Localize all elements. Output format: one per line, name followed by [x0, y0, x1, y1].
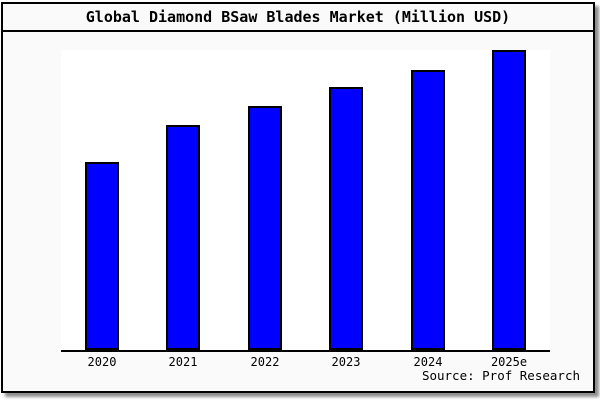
- bar-2022: [248, 106, 282, 350]
- bar-2020: [85, 162, 119, 350]
- x-tick-label-2020: 2020: [87, 355, 117, 369]
- plot-area: [61, 50, 550, 352]
- chart-window: Global Diamond BSaw Blades Market (Milli…: [1, 2, 595, 393]
- x-tick-label-2024: 2024: [413, 355, 443, 369]
- x-tick-label-2023: 2023: [331, 355, 361, 369]
- source-note: Source: Prof Research: [421, 368, 580, 383]
- bar-2021: [166, 125, 200, 350]
- x-tick-label-2022: 2022: [250, 355, 280, 369]
- bar-2025e: [492, 50, 526, 350]
- title-divider: [3, 30, 593, 32]
- x-axis-labels: 2020 2021 2022 2023 2024 2025e: [61, 355, 550, 371]
- x-tick-label-2021: 2021: [168, 355, 198, 369]
- bar-2023: [329, 87, 363, 350]
- chart-title: Global Diamond BSaw Blades Market (Milli…: [85, 8, 511, 26]
- bar-2024: [411, 70, 445, 350]
- x-tick-label-2025e: 2025e: [490, 355, 528, 369]
